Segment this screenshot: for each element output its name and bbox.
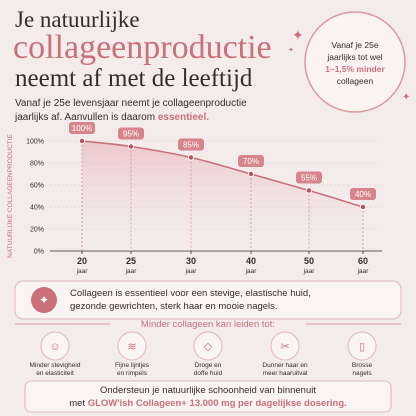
point — [247, 170, 254, 177]
line — [81, 140, 364, 208]
point — [79, 137, 86, 144]
info-icon — [31, 287, 57, 313]
effect-icon — [40, 331, 70, 361]
y-tick-label: 80% — [30, 161, 44, 168]
footer-box — [24, 380, 392, 413]
effect-label: meer haaruitval — [263, 370, 308, 377]
point — [359, 203, 366, 210]
value-label: 95% — [123, 130, 139, 139]
effect-label: Minder stevigheid — [30, 362, 81, 369]
point — [127, 143, 134, 150]
info-box — [14, 280, 402, 320]
value-label: 85% — [183, 141, 199, 150]
effect-glyph: ≋ — [127, 341, 136, 353]
sparkle: ✦ — [288, 46, 294, 54]
x-tick-unit: jaar — [303, 268, 316, 275]
value-label-bg — [69, 122, 95, 134]
y-tick-label: 40% — [30, 205, 44, 212]
title-line: Je natuurlijke — [15, 7, 140, 32]
footer-text: met GLOW'ish Collageen+ 13.000 mg per da… — [69, 398, 347, 409]
value-label: 40% — [355, 190, 371, 199]
subtitle: jaarlijks af. Aanvullen is daarom essent… — [14, 112, 209, 123]
x-tick-unit: jaar — [245, 268, 258, 275]
x-tick-unit: jaar — [357, 268, 370, 275]
info-icon-glyph: ✦ — [39, 293, 49, 307]
effect-label: Fijne lijntjes — [115, 362, 150, 369]
effect-glyph: ✂ — [280, 341, 289, 353]
effect-label: en rimpels — [117, 370, 148, 377]
x-tick-unit: jaar — [76, 268, 89, 275]
badge — [304, 11, 406, 113]
point — [305, 187, 312, 194]
x-tick-unit: jaar — [185, 268, 198, 275]
value-label: 100% — [72, 124, 92, 133]
effects-title: Minder collageen kan leiden tot: — [141, 319, 275, 330]
x-tick-label: 20 — [77, 256, 87, 266]
footer-text: Ondersteun je natuurlijke schoonheid van… — [100, 385, 316, 396]
title-highlight: collageenproductie — [13, 29, 272, 66]
value-label-bg — [178, 138, 204, 151]
effect-icon — [347, 331, 377, 361]
footer-prefix: met — [69, 398, 87, 409]
sparkle: ✦ — [402, 92, 410, 103]
y-tick-label: 60% — [30, 183, 44, 190]
effect-icon — [193, 331, 223, 361]
effect-glyph: ☺ — [49, 341, 60, 353]
effect-label: nagels — [352, 370, 372, 377]
effect-label: Droge en — [195, 362, 222, 369]
value-label-bg — [238, 155, 264, 167]
sparkle: ✦ — [292, 27, 304, 43]
value-label: 55% — [301, 174, 317, 183]
footer-highlight: GLOW'ish Collageen+ 13.000 mg per dageli… — [88, 398, 347, 409]
y-tick-label: 20% — [30, 227, 44, 234]
info-text: Collageen is essentieel voor een stevige… — [70, 288, 311, 299]
subtitle-text: jaarlijks af. Aanvullen is daarom — [14, 112, 158, 123]
x-tick-unit: jaar — [125, 268, 138, 275]
subtitle: Vanaf je 25e levensjaar neemt je collage… — [15, 98, 247, 109]
value-label: 70% — [243, 157, 259, 166]
value-label-bg — [350, 188, 376, 200]
area — [82, 141, 363, 251]
badge-text: Vanaf je 25e — [331, 40, 378, 50]
badge-text: collageen — [337, 76, 374, 86]
x-tick-label: 25 — [126, 256, 136, 266]
subtitle-highlight: essentieel. — [158, 112, 209, 123]
effect-glyph: ▯ — [359, 341, 365, 353]
y-axis-label: NATUURLIJKE COLLAGEENPRODUCTIE — [7, 133, 14, 257]
effect-glyph: ◇ — [204, 341, 213, 353]
effect-label: doffe huid — [194, 370, 223, 377]
value-label-bg — [118, 127, 144, 140]
effect-label: Dunner haar en — [262, 362, 308, 369]
title-line: neemt af met de leeftijd — [15, 65, 253, 92]
value-label-bg — [296, 171, 322, 184]
y-tick-label: 100% — [26, 139, 44, 146]
y-tick-label: 0% — [34, 249, 44, 256]
chart: NATUURLIJKE COLLAGEENPRODUCTIE 0% 20% 40% 60… — [7, 122, 382, 275]
effect-label: Brosse — [352, 362, 373, 369]
info-text: gezonde gewrichten, sterk haar en mooie … — [70, 301, 278, 312]
effect-icon — [270, 331, 300, 361]
effect-icon — [117, 331, 147, 361]
point — [187, 154, 194, 161]
x-tick-label: 60 — [358, 256, 368, 266]
badge-highlight: 1–1,5% minder — [325, 64, 385, 74]
badge-text: jaarlijks tot wel — [326, 52, 382, 62]
x-tick-label: 30 — [186, 256, 196, 266]
effect-label: en elasticiteit — [36, 370, 74, 377]
x-tick-label: 50 — [304, 256, 314, 266]
x-tick-label: 40 — [246, 256, 256, 266]
